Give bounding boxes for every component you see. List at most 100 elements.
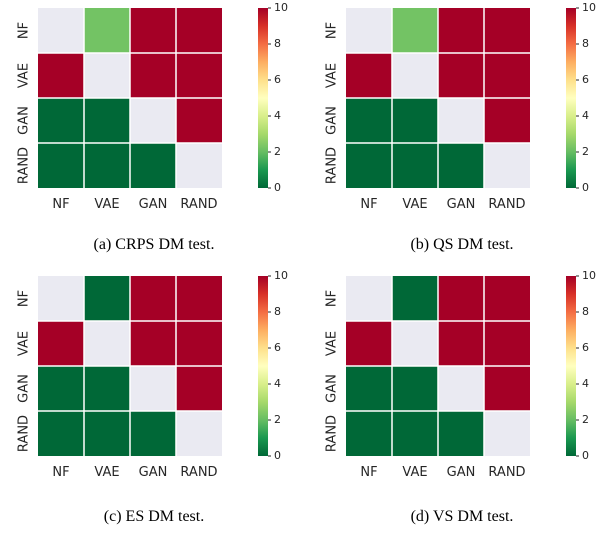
heatmap-cell xyxy=(130,276,176,321)
heatmap-cell xyxy=(84,8,130,53)
colorbar-tick-label: 2 xyxy=(274,145,281,158)
caption-crps: (a) CRPS DM test. xyxy=(93,236,215,253)
heatmap-cell xyxy=(484,366,530,411)
heatmap-cell xyxy=(392,321,438,366)
heatmap-cell xyxy=(484,98,530,143)
x-tick-label: VAE xyxy=(94,465,119,480)
heatmap-cell xyxy=(130,143,176,188)
heatmap-cell xyxy=(176,53,222,98)
heatmap-cell xyxy=(84,411,130,456)
heatmap-crps: NF VAE GAN RAND NF VAE GAN RAND 0 2 4 6 8 10 xyxy=(17,1,289,212)
heatmap-cell xyxy=(484,143,530,188)
x-tick-label: NF xyxy=(360,197,377,212)
colorbar-tick-label: 0 xyxy=(582,181,589,194)
colorbar-tick-label: 10 xyxy=(274,269,288,282)
heatmap-cell xyxy=(84,321,130,366)
colorbar-tick-label: 6 xyxy=(274,341,281,354)
colorbar xyxy=(566,276,576,456)
x-tick-label: RAND xyxy=(488,197,525,212)
caption-qs: (b) QS DM test. xyxy=(410,236,514,253)
heatmap-cell xyxy=(130,98,176,143)
heatmap-cell xyxy=(346,321,392,366)
heatmap-cell xyxy=(346,276,392,321)
panel-crps: NF VAE GAN RAND NF VAE GAN RAND 0 2 4 6 8 10 (a) CRPS… xyxy=(0,0,308,268)
heatmap-cell xyxy=(130,8,176,53)
heatmap-cell xyxy=(438,321,484,366)
heatmap-cell xyxy=(346,143,392,188)
x-tick-label: RAND xyxy=(488,465,525,480)
heatmap-cell xyxy=(346,8,392,53)
caption-vs: (d) VS DM test. xyxy=(410,508,514,525)
colorbar-tick-label: 8 xyxy=(274,37,281,50)
x-tick-label: NF xyxy=(360,465,377,480)
heatmap-cell xyxy=(176,8,222,53)
heatmap-cell xyxy=(38,98,84,143)
y-tick-label: GAN xyxy=(17,374,32,403)
colorbar-tick-label: 8 xyxy=(582,305,589,318)
heatmap-cell xyxy=(38,411,84,456)
y-tick-label: RAND xyxy=(17,147,32,184)
y-tick-label: GAN xyxy=(325,374,340,403)
x-tick-label: VAE xyxy=(402,197,427,212)
y-tick-label: VAE xyxy=(325,63,340,88)
heatmap-cell xyxy=(176,366,222,411)
heatmap-cell xyxy=(130,366,176,411)
heatmap-cell xyxy=(484,321,530,366)
y-tick-label: RAND xyxy=(17,415,32,452)
heatmap-cell xyxy=(84,143,130,188)
heatmap-cell xyxy=(130,53,176,98)
heatmap-cell xyxy=(438,143,484,188)
x-tick-label: NF xyxy=(52,197,69,212)
colorbar-tick-label: 10 xyxy=(274,1,288,14)
colorbar-tick-label: 4 xyxy=(274,109,281,122)
colorbar-tick-label: 6 xyxy=(582,73,589,86)
panel-vs: NF VAE GAN RAND NF VAE GAN RAND 0 2 4 6 8 10 (d) VS D… xyxy=(308,268,616,536)
heatmap-cell xyxy=(392,366,438,411)
x-tick-label: RAND xyxy=(180,197,217,212)
heatmap-cell xyxy=(176,98,222,143)
y-tick-label: VAE xyxy=(325,331,340,356)
colorbar-tick-label: 8 xyxy=(582,37,589,50)
heatmap-cell xyxy=(346,53,392,98)
heatmap-cell xyxy=(176,276,222,321)
x-tick-label: VAE xyxy=(402,465,427,480)
x-tick-label: VAE xyxy=(94,197,119,212)
heatmap-cell xyxy=(84,53,130,98)
y-tick-label: NF xyxy=(325,290,340,307)
caption-es: (c) ES DM test. xyxy=(103,508,205,525)
heatmap-cell xyxy=(176,143,222,188)
colorbar-tick-label: 0 xyxy=(274,181,281,194)
y-tick-label: GAN xyxy=(17,106,32,135)
heatmap-cell xyxy=(438,53,484,98)
colorbar xyxy=(258,276,268,456)
heatmap-vs: NF VAE GAN RAND NF VAE GAN RAND 0 2 4 6 8 10 xyxy=(325,269,597,480)
colorbar-tick-label: 2 xyxy=(582,145,589,158)
colorbar xyxy=(258,8,268,188)
heatmap-cell xyxy=(176,321,222,366)
heatmap-cell xyxy=(392,143,438,188)
colorbar-tick-label: 6 xyxy=(274,73,281,86)
heatmap-cell xyxy=(484,8,530,53)
heatmap-cell xyxy=(84,276,130,321)
x-tick-label: GAN xyxy=(139,465,168,480)
colorbar-tick-label: 0 xyxy=(582,449,589,462)
y-tick-label: NF xyxy=(325,22,340,39)
y-tick-label: NF xyxy=(17,22,32,39)
heatmap-cell xyxy=(392,411,438,456)
heatmap-cell xyxy=(346,411,392,456)
y-tick-label: VAE xyxy=(17,331,32,356)
x-tick-label: NF xyxy=(52,465,69,480)
y-tick-label: NF xyxy=(17,290,32,307)
colorbar-tick-label: 10 xyxy=(582,1,596,14)
panel-qs: NF VAE GAN RAND NF VAE GAN RAND 0 2 4 6 8 10 (b) QS D… xyxy=(308,0,616,268)
heatmap-es: NF VAE GAN RAND NF VAE GAN RAND 0 2 4 6 8 10 xyxy=(17,269,289,480)
heatmap-cell xyxy=(392,98,438,143)
heatmap-cell xyxy=(438,366,484,411)
heatmap-cell xyxy=(38,53,84,98)
heatmap-cell xyxy=(484,276,530,321)
y-tick-label: RAND xyxy=(325,415,340,452)
panel-es: NF VAE GAN RAND NF VAE GAN RAND 0 2 4 6 8 10 (c) ES D… xyxy=(0,268,308,536)
colorbar xyxy=(566,8,576,188)
heatmap-cell xyxy=(84,366,130,411)
heatmap-cell xyxy=(38,8,84,53)
